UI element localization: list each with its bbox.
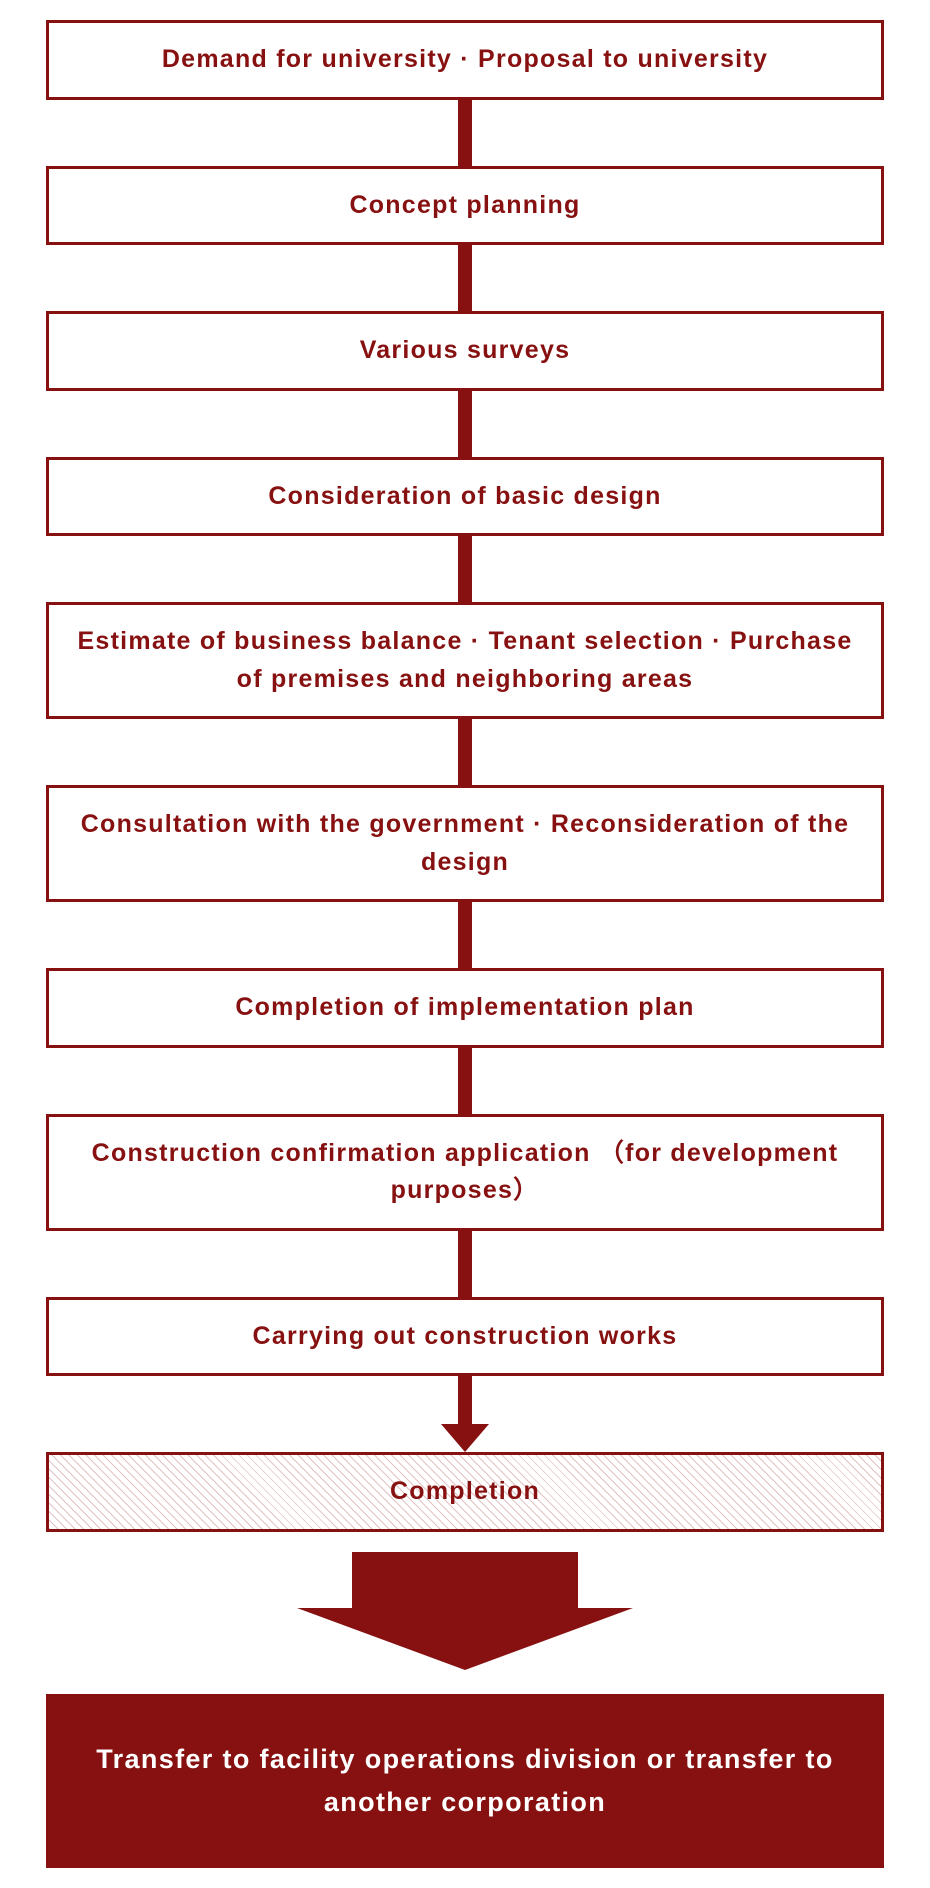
big-arrow-head: [297, 1608, 633, 1670]
step-5: Estimate of business balance · Tenant se…: [46, 602, 884, 719]
arrow-head-icon: [441, 1424, 489, 1452]
step-label: Completion: [390, 1473, 540, 1511]
step-label: Concept planning: [349, 187, 580, 225]
connector: [458, 902, 472, 968]
flowchart: Demand for university · Proposal to univ…: [46, 20, 884, 1868]
connector: [458, 1231, 472, 1297]
step-label: Construction confirmation application （f…: [69, 1135, 861, 1210]
step-9: Carrying out construction works: [46, 1297, 884, 1377]
connector: [458, 1048, 472, 1114]
connector: [458, 391, 472, 457]
big-arrow-down-icon: [297, 1552, 633, 1670]
connector: [458, 100, 472, 166]
arrow-stem: [458, 1376, 472, 1424]
final-box: Transfer to facility operations division…: [46, 1694, 884, 1868]
step-6: Consultation with the government · Recon…: [46, 785, 884, 902]
step-label: Demand for university · Proposal to univ…: [162, 41, 768, 79]
step-8: Construction confirmation application （f…: [46, 1114, 884, 1231]
connector: [458, 245, 472, 311]
step-label: Various surveys: [360, 332, 571, 370]
step-label: Estimate of business balance · Tenant se…: [69, 623, 861, 698]
connector: [458, 719, 472, 785]
step-label: Carrying out construction works: [253, 1318, 678, 1356]
final-label: Transfer to facility operations division…: [66, 1738, 864, 1824]
step-2: Concept planning: [46, 166, 884, 246]
step-completion: Completion: [46, 1452, 884, 1532]
step-3: Various surveys: [46, 311, 884, 391]
step-label: Consultation with the government · Recon…: [69, 806, 861, 881]
step-7: Completion of implementation plan: [46, 968, 884, 1048]
big-arrow-body: [352, 1552, 578, 1608]
step-label: Completion of implementation plan: [235, 989, 694, 1027]
connector: [458, 536, 472, 602]
arrow-down: [441, 1376, 489, 1452]
step-label: Consideration of basic design: [268, 478, 661, 516]
step-4: Consideration of basic design: [46, 457, 884, 537]
step-1: Demand for university · Proposal to univ…: [46, 20, 884, 100]
